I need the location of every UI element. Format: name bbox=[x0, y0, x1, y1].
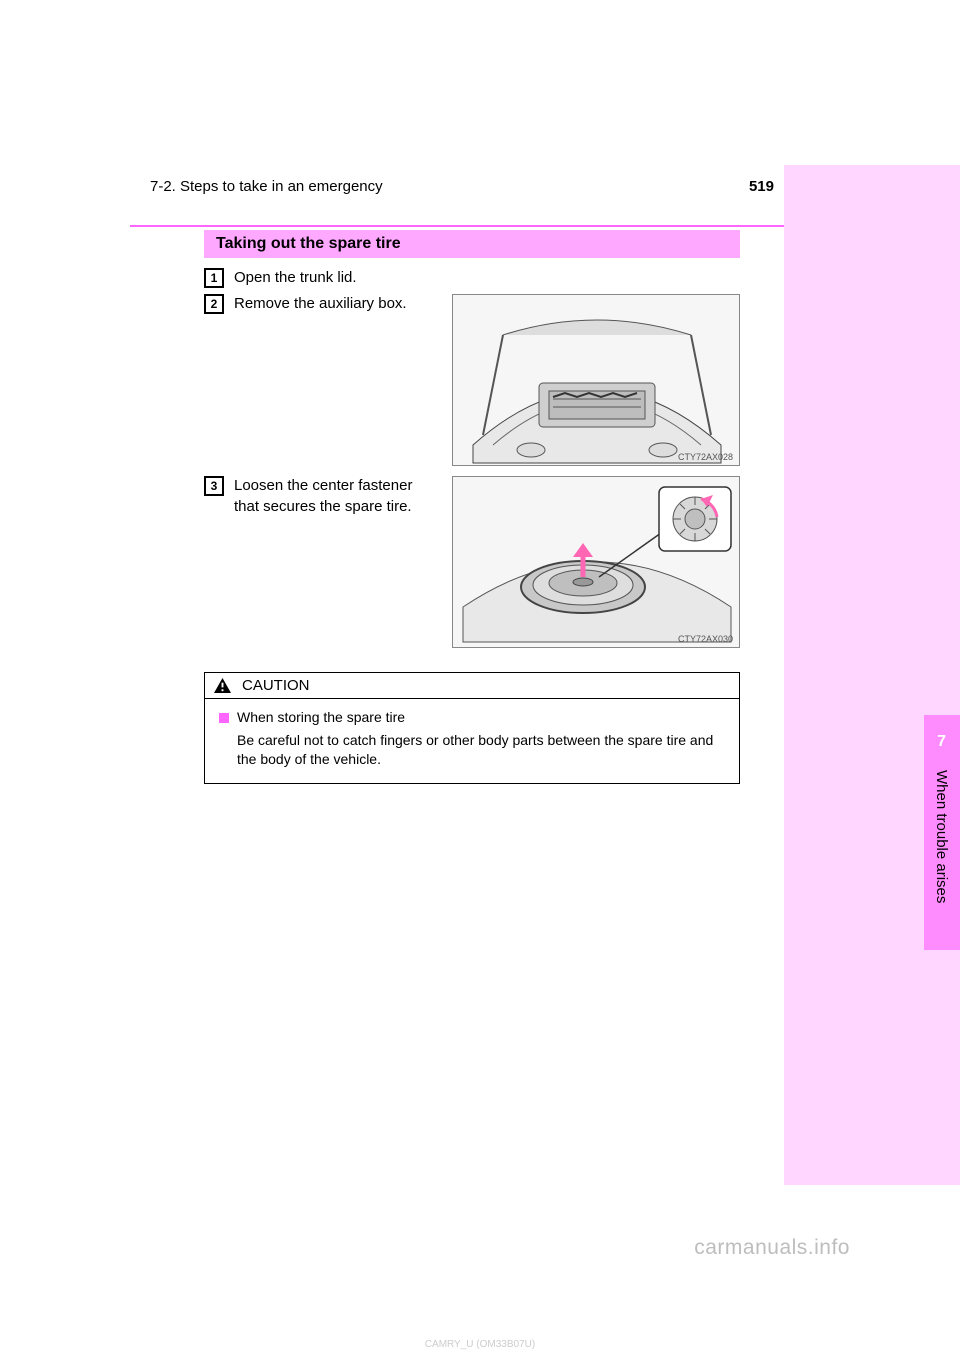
figure-caption-2: CTY72AX030 bbox=[678, 634, 733, 644]
watermark: carmanuals.info bbox=[694, 1236, 850, 1260]
manual-page: 7 When trouble arises 519 7-2. Steps to … bbox=[0, 0, 960, 1358]
step-marker-1: 1 bbox=[204, 268, 224, 288]
step-row: 3 Loosen the center fastener that secure… bbox=[204, 476, 740, 648]
caution-subhead: When storing the spare tire bbox=[237, 709, 405, 725]
trunk-illustration bbox=[453, 295, 740, 466]
figure-caption-1: CTY72AX028 bbox=[678, 452, 733, 462]
step-text-2: Remove the auxiliary box. bbox=[234, 294, 407, 314]
step-row: 1 Open the trunk lid. bbox=[204, 268, 740, 288]
step-marker-3: 3 bbox=[204, 476, 224, 496]
warning-icon bbox=[213, 677, 232, 694]
chapter-number: 7 bbox=[937, 733, 946, 751]
chapter-label: When trouble arises bbox=[932, 770, 950, 940]
side-strip bbox=[784, 165, 960, 1185]
figure-spare-tire: CTY72AX030 bbox=[452, 476, 740, 648]
step-row: 2 Remove the auxiliary box. bbox=[204, 294, 740, 466]
bullet-square-icon bbox=[219, 713, 229, 723]
section-heading: Taking out the spare tire bbox=[204, 230, 740, 258]
spare-tire-illustration bbox=[453, 477, 740, 648]
step-marker-2: 2 bbox=[204, 294, 224, 314]
figure-trunk-toolbox: CTY72AX028 bbox=[452, 294, 740, 466]
footer-code: CAMRY_U (OM33B07U) bbox=[0, 1339, 960, 1350]
caution-header: CAUTION bbox=[205, 673, 739, 699]
step-text-1: Open the trunk lid. bbox=[234, 268, 357, 288]
caution-paragraph: Be careful not to catch fingers or other… bbox=[237, 731, 725, 769]
caution-box: CAUTION When storing the spare tire Be c… bbox=[204, 672, 740, 784]
breadcrumb: 7-2. Steps to take in an emergency bbox=[150, 178, 383, 195]
caution-subhead-row: When storing the spare tire bbox=[219, 709, 725, 725]
caution-label: CAUTION bbox=[242, 677, 310, 694]
content-area: 1 Open the trunk lid. 2 Remove the auxil… bbox=[204, 268, 740, 648]
page-number: 519 bbox=[749, 178, 774, 195]
caution-body: When storing the spare tire Be careful n… bbox=[205, 699, 739, 783]
header-rule bbox=[130, 225, 784, 227]
step-text-3: Loosen the center fastener that secures … bbox=[234, 476, 440, 517]
